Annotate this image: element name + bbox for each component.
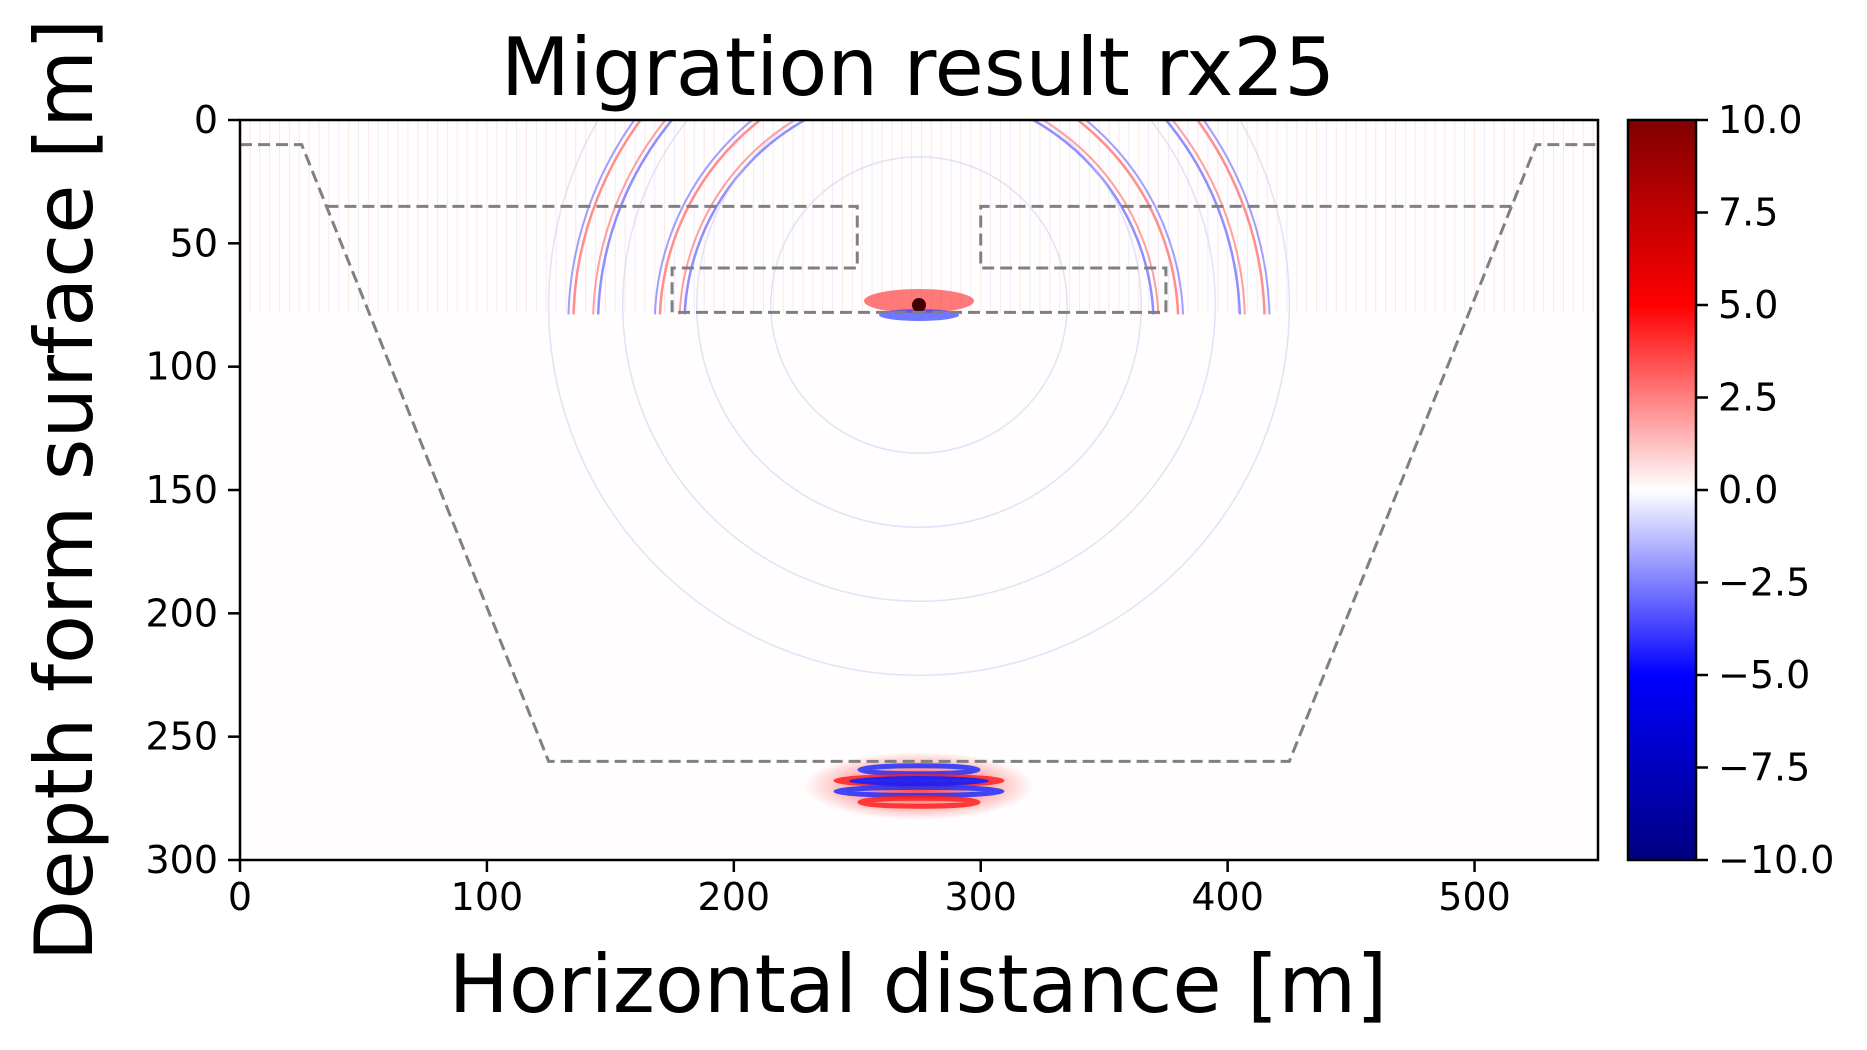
bottom-reflection-core — [849, 776, 989, 786]
model-outlines — [240, 143, 1598, 763]
colorbar-tick-label: −2.5 — [1718, 561, 1810, 605]
x-tick-label: 200 — [698, 875, 771, 919]
x-tick-label: 100 — [451, 875, 524, 919]
y-tick-label: 100 — [145, 345, 218, 389]
colorbar-tick-label: 7.5 — [1718, 191, 1778, 235]
bottom-reflection-band — [833, 784, 1005, 798]
faint-ring — [696, 120, 1142, 528]
colorbar-tick-label: −5.0 — [1718, 653, 1810, 697]
y-tick-label: 0 — [194, 98, 218, 142]
wavefield-image — [240, 120, 1598, 860]
y-tick-label: 300 — [145, 838, 218, 882]
outline-right-block — [919, 204, 1512, 314]
x-tick-label: 400 — [1191, 875, 1264, 919]
bottom-reflection-band — [857, 795, 981, 809]
y-tick-label: 250 — [145, 715, 218, 759]
colorbar-axis: 10.0 7.5 5.0 2.5 0.0 −2.5 −5.0 −7.5 −10.0 — [1696, 98, 1834, 882]
y-tick-label: 50 — [170, 221, 218, 265]
x-axis-label: Horizontal distance [m] — [449, 938, 1388, 1031]
colorbar-gradient — [1626, 118, 1698, 862]
colorbar-tick-label: −10.0 — [1718, 838, 1834, 882]
colorbar-tick-label: −7.5 — [1718, 746, 1810, 790]
colorbar-tick-label: 10.0 — [1718, 98, 1803, 142]
y-tick-label: 200 — [145, 591, 218, 635]
chart-title: Migration result rx25 — [501, 21, 1335, 114]
colorbar-tick-label: 5.0 — [1718, 283, 1778, 327]
faint-ring — [770, 156, 1068, 454]
chart-title-group: Migration result rx25 — [501, 21, 1335, 114]
x-tick-label: 300 — [944, 875, 1017, 919]
source-point — [912, 298, 926, 312]
x-axis: 0 100 200 300 400 500 — [228, 860, 1511, 919]
colorbar-tick-label: 2.5 — [1718, 376, 1778, 420]
x-tick-label: 0 — [228, 875, 252, 919]
y-tick-label: 150 — [145, 468, 218, 512]
y-axis: 0 50 100 150 200 250 300 — [145, 98, 240, 882]
x-tick-label: 500 — [1438, 875, 1511, 919]
y-axis-label: Depth form surface [m] — [18, 19, 111, 962]
bottom-reflection-band — [857, 763, 981, 777]
plot-area — [238, 118, 1600, 862]
outline-left-block — [326, 204, 919, 314]
colorbar-tick-label: 0.0 — [1718, 468, 1778, 512]
faint-ring — [547, 120, 1291, 677]
colorbar: 10.0 7.5 5.0 2.5 0.0 −2.5 −5.0 −7.5 −10.0 — [1626, 98, 1834, 882]
faint-ring — [622, 120, 1216, 602]
